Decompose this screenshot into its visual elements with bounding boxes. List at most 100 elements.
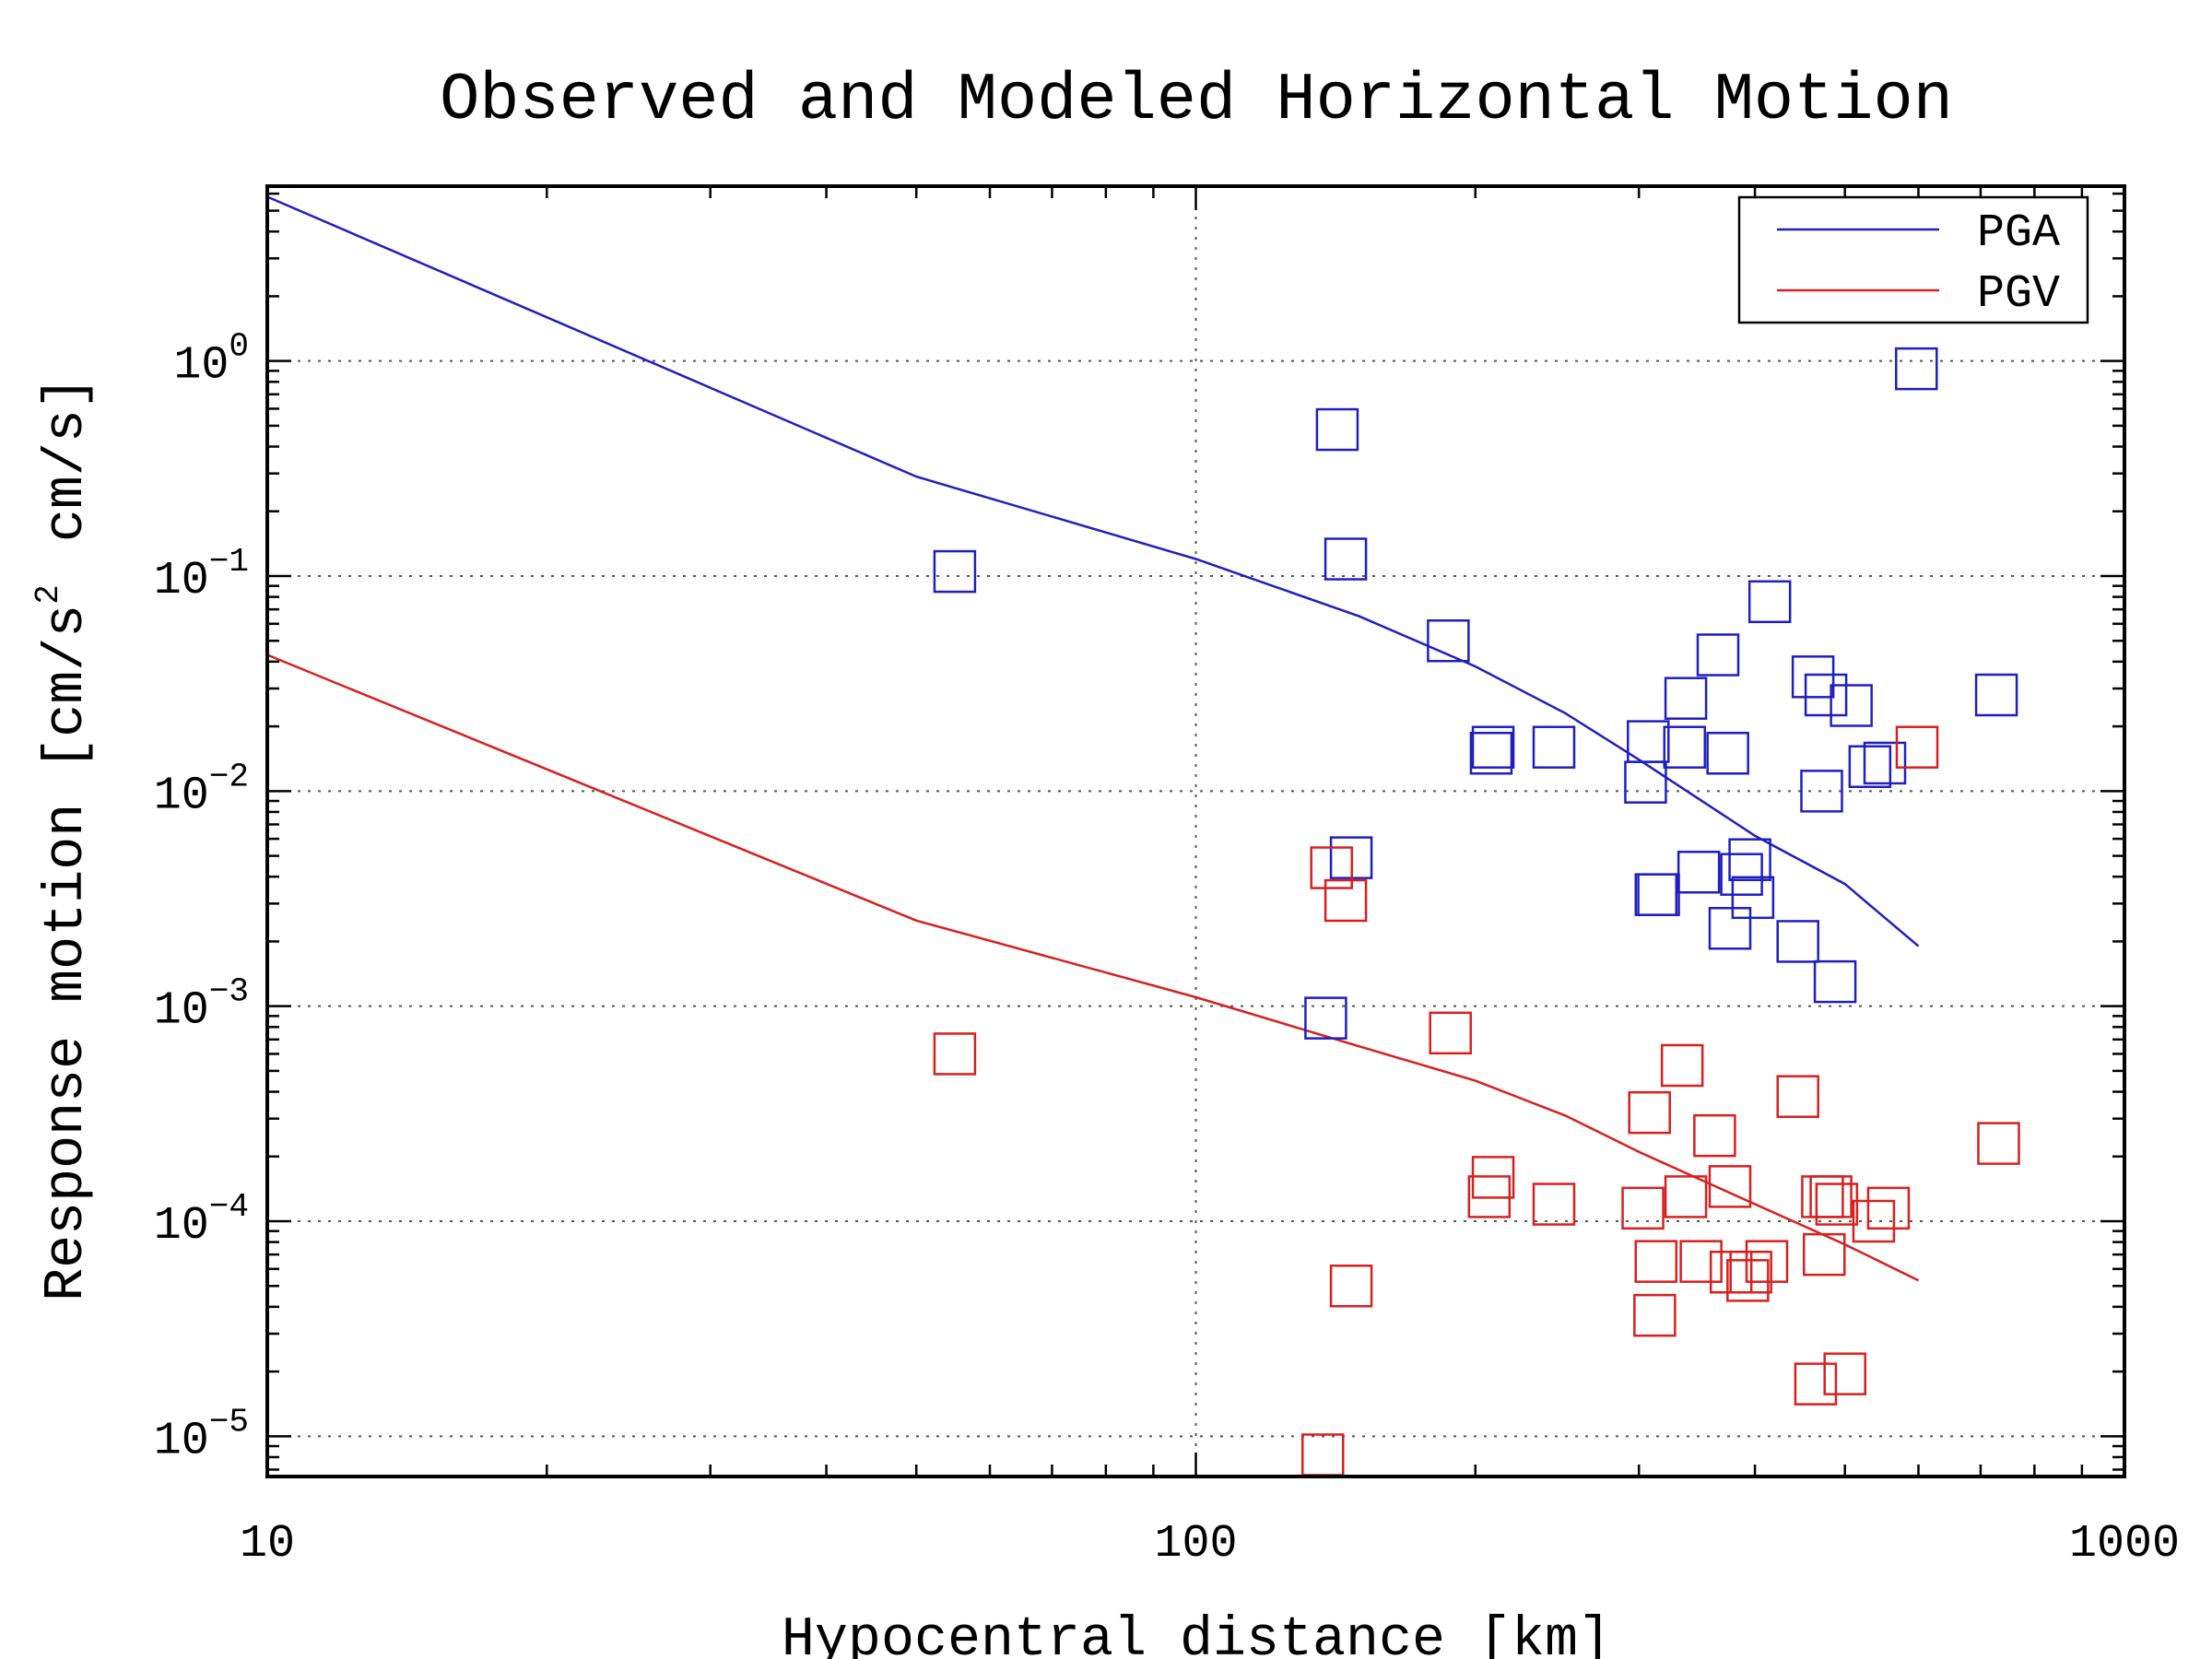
pga-observed-point: [1469, 732, 1513, 775]
pgv-observed-point: [1708, 1165, 1752, 1208]
y-axis-label: Response motion [cm/s2 cm/s]: [29, 376, 99, 1301]
y-axis-label-tail: cm/s]: [36, 376, 99, 542]
y-tick-label: 10−1: [154, 543, 249, 607]
y-tick-label-base: 10: [154, 1200, 209, 1253]
pgv-observed-point: [1664, 1175, 1708, 1218]
pgv-observed-point: [933, 1032, 977, 1076]
pgv-observed-point: [1634, 1240, 1678, 1283]
pga-observed-point: [1471, 725, 1515, 769]
pgv-observed-point: [1300, 1433, 1345, 1477]
legend-label-pga: PGA: [1977, 207, 2060, 260]
axis-ticks: [265, 186, 2126, 1477]
pga-observed-point: [1800, 770, 1843, 813]
pgv-observed-point: [1852, 1199, 1896, 1243]
pgv-observed-point: [1895, 725, 1939, 769]
pga-observed-point: [1427, 619, 1470, 663]
pgv-observed-point: [1809, 1175, 1853, 1218]
y-tick-label-base: 10: [154, 1415, 209, 1467]
y-tick-label-base: 10: [154, 985, 209, 1038]
pga-observed-point: [1728, 838, 1771, 881]
pgv-observed-point: [1532, 1182, 1576, 1226]
pga-observed-point: [1677, 851, 1721, 894]
legend-box: [1737, 195, 2089, 324]
y-tick-label: 10−3: [154, 973, 249, 1038]
pgv-observed-point: [1866, 1186, 1911, 1230]
y-tick-label-exponent: −5: [209, 1403, 249, 1441]
y-tick-label: 10−4: [154, 1188, 249, 1253]
pga-observed-point: [1747, 580, 1792, 624]
pga-observed-point: [1663, 725, 1707, 769]
pga-observed-point: [1706, 732, 1749, 775]
series-layer: [266, 195, 2020, 1477]
y-tick-label-exponent: −3: [209, 973, 249, 1011]
x-axis-label: Hypocentral distance [km]: [782, 1609, 1611, 1659]
pga-observed-point: [1627, 720, 1670, 763]
pgv-observed-point: [1745, 1240, 1789, 1283]
pgv-model-line: [266, 653, 1920, 1282]
y-tick-label-base: 10: [173, 340, 229, 393]
pga-observed-point: [1324, 537, 1368, 581]
pgv-observed-point: [1633, 1293, 1677, 1337]
pgv-observed-point: [1776, 1075, 1819, 1118]
y-tick-label-exponent: 0: [229, 328, 249, 366]
pgv-observed-point: [1977, 1122, 2020, 1165]
x-tick-label: 1000: [2069, 1518, 2180, 1571]
pgv-observed-point: [1801, 1175, 1844, 1218]
pga-observed-point: [1974, 673, 2018, 717]
y-tick-label-exponent: −4: [209, 1188, 249, 1226]
pgv-observed-points: [933, 725, 2020, 1477]
y-tick-label-base: 10: [154, 555, 209, 607]
y-tick-label-exponent: −2: [209, 758, 249, 795]
legend: PGA PGV: [1737, 195, 2089, 324]
y-tick-label-base: 10: [154, 770, 209, 822]
pgv-observed-point: [1621, 1186, 1665, 1230]
pga-observed-points: [933, 347, 2018, 1040]
pgv-observed-point: [1324, 878, 1368, 923]
pga-observed-point: [1863, 741, 1907, 785]
pga-observed-point: [1776, 920, 1819, 963]
y-tick-label: 100: [173, 328, 249, 393]
pga-observed-point: [1304, 996, 1347, 1040]
pgv-observed-point: [1794, 1362, 1838, 1406]
y-axis-label-main: Response motion [cm/s: [36, 605, 99, 1301]
pgv-observed-point: [1329, 1265, 1373, 1308]
y-axis-label-superscript: 2: [29, 584, 67, 605]
pgv-observed-point: [1679, 1240, 1723, 1283]
pga-observed-point: [1813, 959, 1857, 1004]
pgv-observed-point: [1823, 1352, 1866, 1395]
pga-observed-point: [1664, 677, 1708, 720]
pga-observed-point: [1634, 873, 1678, 916]
pga-observed-point: [1804, 673, 1848, 717]
pgv-observed-point: [1726, 1259, 1770, 1302]
pga-observed-point: [1731, 876, 1775, 920]
pga-observed-point: [1315, 407, 1359, 452]
pga-observed-point: [1708, 907, 1752, 950]
x-tick-label: 100: [1154, 1518, 1237, 1571]
pgv-observed-point: [1429, 1011, 1472, 1055]
pgv-observed-point: [1471, 1156, 1515, 1199]
pga-observed-point: [1624, 760, 1667, 804]
pgv-observed-point: [1660, 1043, 1704, 1088]
pga-observed-point: [1830, 684, 1873, 727]
chart-title: Observed and Modeled Horizontal Motion: [440, 63, 1953, 138]
pgv-observed-point: [1628, 1090, 1671, 1135]
pga-model-line: [266, 195, 1920, 947]
y-tick-label-exponent: −1: [209, 543, 249, 581]
pgv-observed-point: [1729, 1250, 1772, 1294]
pgv-observed-point: [1310, 846, 1353, 889]
pga-observed-point: [1696, 633, 1740, 677]
pgv-observed-point: [1803, 1232, 1846, 1277]
x-tick-label: 10: [240, 1518, 295, 1571]
pga-observed-point: [1720, 853, 1763, 896]
pgv-observed-point: [1693, 1113, 1736, 1158]
legend-label-pgv: PGV: [1977, 268, 2060, 321]
y-tick-label: 10−2: [154, 758, 249, 822]
grid-lines: [267, 186, 2124, 1477]
pga-observed-point: [1848, 745, 1892, 789]
pga-observed-point: [933, 549, 977, 594]
pga-observed-point: [1895, 347, 1938, 391]
pga-observed-point: [1637, 873, 1680, 916]
pga-observed-point: [1791, 655, 1835, 699]
